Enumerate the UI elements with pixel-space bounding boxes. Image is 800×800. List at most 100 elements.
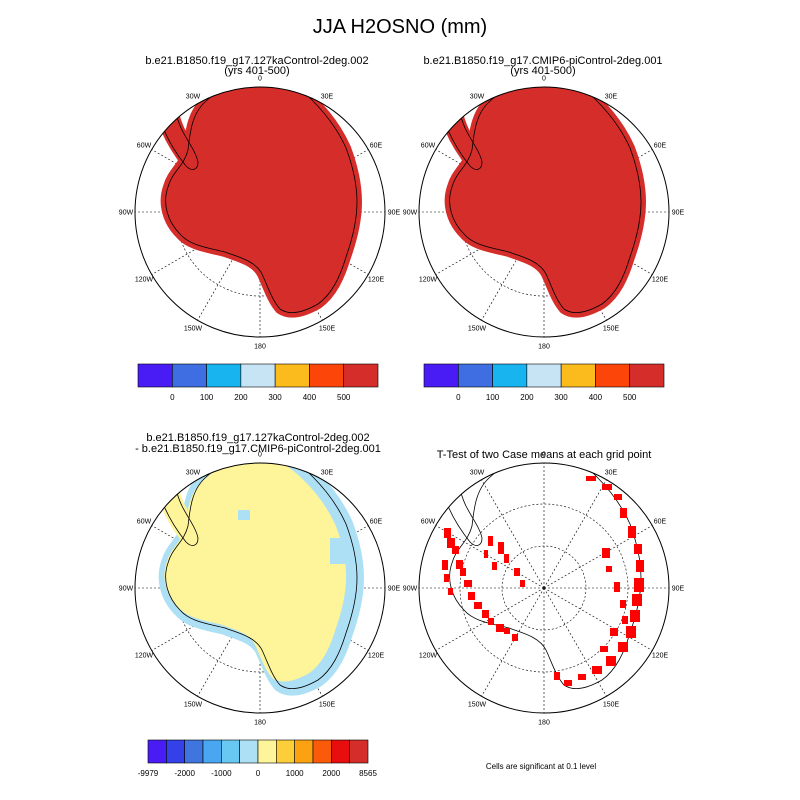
longitude-label: 30E [321, 94, 334, 101]
longitude-label: 90W [403, 210, 418, 217]
significant-cell [460, 568, 466, 576]
longitude-label: 60E [654, 519, 667, 526]
colorbar-1: 0 100 200 300 400 500 [137, 363, 379, 402]
longitude-label: 90W [119, 586, 134, 593]
colorbar-swatch [137, 363, 173, 388]
colorbar-label: 100 [486, 393, 500, 402]
longitude-label: 30W [186, 94, 201, 101]
significant-cell [602, 548, 610, 558]
longitude-label: 90W [403, 586, 418, 593]
longitude-label: 30W [470, 94, 485, 101]
colorbar-swatch [331, 739, 350, 764]
colorbar-swatch [257, 739, 277, 764]
significant-cell [452, 546, 459, 554]
significant-cell [620, 508, 627, 518]
significant-cell [632, 594, 642, 606]
meridian-line [543, 587, 653, 651]
significant-cell [606, 656, 616, 666]
longitude-label: 90E [672, 210, 685, 217]
meridian-line [543, 587, 607, 697]
colorbar-swatch [423, 363, 459, 388]
colorbar-label: 2000 [322, 769, 340, 778]
longitude-label: 180 [538, 720, 550, 727]
colorbar-label: 200 [234, 393, 248, 402]
panel-3: b.e21.B1850.f19_g17.127kaControl-2deg.00… [119, 432, 401, 778]
longitude-label: 30E [605, 94, 618, 101]
colorbar-swatch [560, 363, 596, 388]
map-labels: 0 30E 60E 90E 120E 150E 180 150W 120W 90W 60W 30W [119, 452, 401, 727]
significant-cell [614, 494, 622, 500]
longitude-label: 120E [368, 653, 385, 660]
colorbar-label: 0 [256, 769, 261, 778]
significant-cell [496, 624, 504, 632]
colorbar-swatch [457, 363, 493, 388]
significant-cell [444, 528, 451, 538]
longitude-label: 180 [254, 344, 266, 351]
longitude-label: 120W [135, 653, 154, 660]
colorbar-label: 1000 [286, 769, 304, 778]
longitude-label: 120W [135, 277, 154, 284]
map-panel-4: 0 30E 60E 90E 120E 150E 180 150W 120W 90W 60W 30W [403, 452, 685, 727]
map-panel-3: 0 30E 60E 90E 120E 150E 180 150W 120W 90W 60W 30W [119, 452, 401, 727]
significant-cell [592, 666, 602, 674]
colorbar-swatch [526, 363, 562, 388]
colorbar-label: 0 [170, 393, 175, 402]
longitude-label: 120E [368, 277, 385, 284]
colorbar-swatch [206, 363, 242, 388]
longitude-label: 120E [652, 277, 669, 284]
longitude-label: 30E [605, 470, 618, 477]
longitude-label: 150E [603, 702, 620, 709]
diff-strong-positive [163, 464, 174, 484]
colorbar-swatch [171, 363, 207, 388]
significant-cell [488, 536, 493, 546]
significant-cell [514, 568, 520, 576]
significant-cell [626, 626, 636, 638]
map-boundary [418, 462, 670, 714]
longitude-label: 180 [538, 344, 550, 351]
longitude-label: 0 [258, 452, 262, 459]
longitude-label: 150W [184, 326, 203, 333]
longitude-label: 90E [672, 586, 685, 593]
meridian-line [435, 525, 545, 589]
longitude-label: 150W [468, 702, 487, 709]
longitude-label: 150E [319, 702, 336, 709]
longitude-label: 60W [421, 143, 436, 150]
longitude-label: 30W [470, 470, 485, 477]
panel-4: T-Test of two Case means at each grid po… [403, 449, 685, 771]
colorbar-swatch [349, 739, 369, 764]
map-panel-2: 0 30E 60E 90E 120E 150E 180 150W 120W 90W 60W 30W [403, 73, 685, 351]
colorbar-label: 200 [520, 393, 534, 402]
snow-field [450, 73, 641, 313]
colorbar-swatch [294, 739, 314, 764]
significant-cell [504, 554, 509, 563]
map-labels: 0 30E 60E 90E 120E 150E 180 150W 120W 90W 60W 30W [403, 452, 685, 727]
colorbar-label: -2000 [174, 769, 195, 778]
significant-cell [554, 672, 560, 680]
colorbar-swatch [240, 363, 276, 388]
longitude-label: 0 [258, 76, 262, 83]
longitude-label: 60E [370, 519, 383, 526]
significant-cell [630, 610, 640, 622]
longitude-label: 90W [119, 210, 134, 217]
colorbar-label: 300 [554, 393, 568, 402]
colorbar-label: 500 [337, 393, 351, 402]
longitude-label: 60W [137, 519, 152, 526]
coastline [449, 463, 642, 690]
colorbar-swatch [629, 363, 665, 388]
significant-cell [610, 628, 618, 636]
panel-2: b.e21.B1850.f19_g17.CMIP6-piControl-2deg… [403, 55, 685, 402]
colorbar-label: 300 [268, 393, 282, 402]
longitude-label: 90E [388, 210, 401, 217]
colorbar-swatch [147, 739, 167, 764]
colorbar-swatch [312, 739, 332, 764]
longitude-label: 150W [184, 702, 203, 709]
longitude-label: 150E [603, 326, 620, 333]
colorbar-swatch [184, 739, 204, 764]
colorbar-swatch [492, 363, 528, 388]
colorbar-label: -1000 [211, 769, 232, 778]
longitude-label: 150E [319, 326, 336, 333]
significant-cell [520, 580, 525, 587]
colorbar-label: 500 [623, 393, 637, 402]
significant-cell [512, 634, 518, 641]
